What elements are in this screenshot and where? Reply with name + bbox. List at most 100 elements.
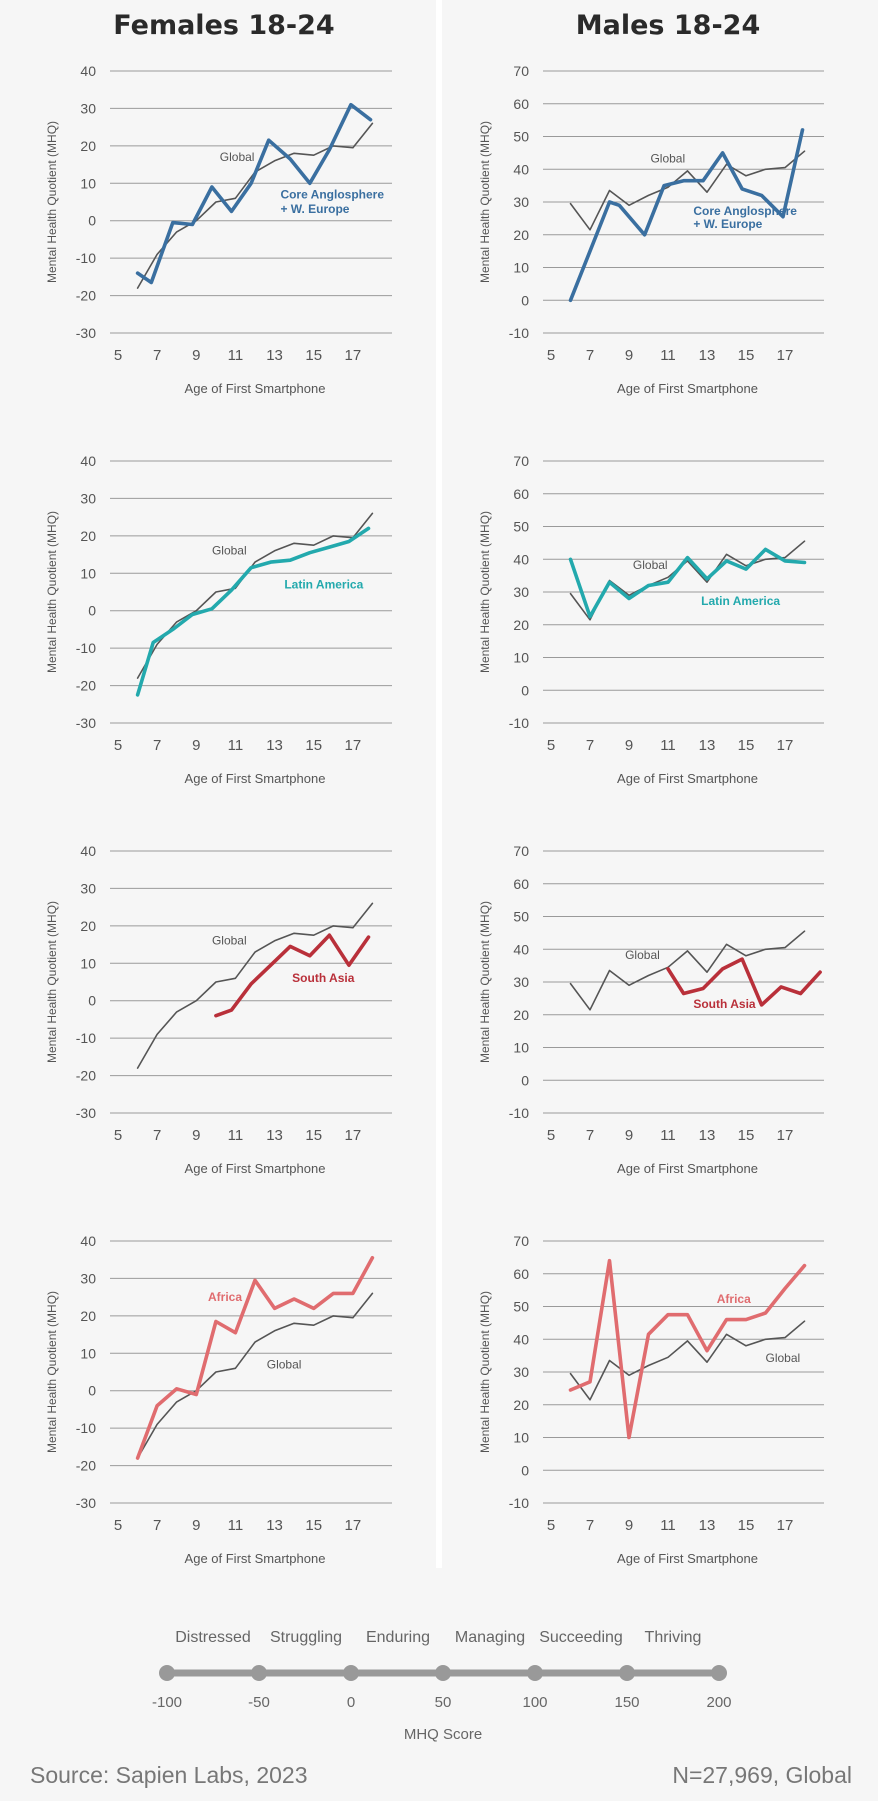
- series-annotation: South Asia: [693, 997, 756, 1011]
- x-tick-label: 5: [547, 1127, 555, 1144]
- y-tick-label: 0: [521, 292, 529, 308]
- series-annotation: Africa: [717, 1292, 751, 1306]
- y-tick-label: 70: [513, 1233, 529, 1249]
- y-axis-label: Mental Health Quotient (MHQ): [478, 511, 492, 673]
- y-axis-label: Mental Health Quotient (MHQ): [45, 1291, 59, 1453]
- x-tick-label: 13: [699, 1517, 716, 1534]
- y-tick-label: -30: [76, 1495, 96, 1511]
- males-column-title: Males 18-24: [575, 10, 761, 41]
- series-line-south-asia: [214, 933, 371, 1018]
- y-axis-label: Mental Health Quotient (MHQ): [45, 121, 59, 283]
- x-tick-label: 11: [660, 1127, 676, 1144]
- x-tick-label: 13: [266, 1127, 283, 1144]
- y-tick-label: 70: [513, 63, 529, 79]
- x-tick-label: 11: [660, 1517, 676, 1534]
- x-tick-label: 5: [547, 347, 555, 364]
- x-axis-label: Age of First Smartphone: [185, 381, 326, 396]
- x-tick-label: 11: [228, 1517, 244, 1534]
- series-annotation: Global: [633, 558, 668, 572]
- y-tick-label: 20: [513, 617, 529, 633]
- y-tick-label: 70: [513, 453, 529, 469]
- males-southasia-chart: -10 0 10 20 30 40 50 60 70 5 7 9 11 13 15 17 Age of Firs…: [478, 843, 824, 1176]
- y-tick-label: 60: [513, 1266, 529, 1282]
- y-tick-label: 20: [513, 1007, 529, 1023]
- x-tick-label: 7: [586, 737, 594, 754]
- series-line-global: [136, 512, 374, 679]
- y-tick-label: 30: [513, 194, 529, 210]
- x-tick-label: 7: [586, 1517, 594, 1534]
- scale-label-struggling: Struggling: [269, 1629, 343, 1646]
- series-line-africa: [135, 1256, 375, 1460]
- x-axis-label: Age of First Smartphone: [617, 381, 758, 396]
- x-tick-label: 9: [625, 347, 633, 364]
- y-tick-label: 0: [521, 1462, 529, 1478]
- scale-dot: [711, 1665, 727, 1681]
- y-tick-label: 20: [80, 918, 96, 934]
- y-tick-label: 70: [513, 843, 529, 859]
- x-tick-label: 7: [153, 737, 161, 754]
- y-tick-label: 50: [513, 1299, 529, 1315]
- scale-tick-label: 0: [346, 1694, 356, 1711]
- y-tick-label: 20: [80, 1308, 96, 1324]
- x-tick-label: 5: [114, 1127, 122, 1144]
- y-tick-label: 30: [513, 974, 529, 990]
- series-line-africa: [568, 1258, 807, 1440]
- y-axis-label: Mental Health Quotient (MHQ): [45, 901, 59, 1063]
- y-tick-label: 10: [513, 260, 529, 276]
- x-tick-label: 5: [547, 1517, 555, 1534]
- x-tick-label: 11: [228, 1127, 244, 1144]
- y-tick-label: 10: [80, 175, 96, 191]
- y-tick-label: -20: [76, 1458, 96, 1474]
- scale-dot: [343, 1665, 359, 1681]
- y-tick-label: -30: [76, 715, 96, 731]
- females-africa-chart: -30 -20 -10 0 10 20 30 40 5 7 9 11 13 15 17 Age of Firs…: [45, 1233, 392, 1566]
- y-tick-label: 30: [513, 1364, 529, 1380]
- x-tick-label: 13: [266, 737, 283, 754]
- series-line-south-asia: [666, 957, 822, 1007]
- x-axis-label: Age of First Smartphone: [617, 1551, 758, 1566]
- x-tick-label: 15: [738, 1127, 755, 1144]
- x-tick-label: 11: [228, 347, 244, 364]
- x-tick-label: 9: [625, 1127, 633, 1144]
- series-line-global: [569, 150, 806, 231]
- x-tick-label: 15: [305, 737, 322, 754]
- males-africa-chart: -10 0 10 20 30 40 50 60 70 5 7 9 11 13 15 17 Age of Firs…: [478, 1233, 824, 1566]
- y-tick-label: 0: [88, 213, 96, 229]
- x-tick-label: 5: [547, 737, 555, 754]
- x-tick-label: 7: [586, 347, 594, 364]
- x-tick-label: 15: [738, 347, 755, 364]
- series-annotation: Global: [625, 948, 660, 962]
- x-tick-label: 17: [345, 737, 362, 754]
- y-tick-label: 40: [80, 1233, 96, 1249]
- y-axis-label: Mental Health Quotient (MHQ): [478, 901, 492, 1063]
- y-tick-label: 50: [513, 909, 529, 925]
- x-tick-label: 13: [266, 347, 283, 364]
- scale-tick-label: -50: [248, 1694, 270, 1711]
- series-annotation: Africa: [208, 1290, 242, 1304]
- x-tick-label: 11: [228, 737, 244, 754]
- source-note: Source: Sapien Labs, 2023: [30, 1762, 308, 1788]
- y-tick-label: 0: [88, 603, 96, 619]
- y-tick-label: -10: [76, 1030, 96, 1046]
- x-tick-label: 13: [266, 1517, 283, 1534]
- series-annotation: Global: [212, 934, 247, 948]
- y-tick-label: 50: [513, 129, 529, 145]
- scale-tick-label: 100: [522, 1694, 548, 1711]
- x-tick-label: 13: [699, 1127, 716, 1144]
- y-tick-label: 40: [513, 1331, 529, 1347]
- y-tick-label: 10: [80, 1345, 96, 1361]
- y-tick-label: 30: [80, 490, 96, 506]
- scale-dot: [527, 1665, 543, 1681]
- y-tick-label: -10: [509, 715, 529, 731]
- series-annotation: Global: [220, 150, 255, 164]
- y-tick-label: 40: [80, 63, 96, 79]
- y-tick-label: 20: [513, 227, 529, 243]
- y-tick-label: 30: [80, 1270, 96, 1286]
- sample-note: N=27,969, Global: [672, 1762, 852, 1788]
- y-tick-label: 10: [513, 650, 529, 666]
- x-tick-label: 9: [192, 737, 200, 754]
- x-tick-label: 17: [777, 1517, 794, 1534]
- scale-label-enduring: Enduring: [365, 1629, 431, 1646]
- series-annotation: Global: [650, 152, 685, 166]
- x-tick-label: 15: [305, 1127, 322, 1144]
